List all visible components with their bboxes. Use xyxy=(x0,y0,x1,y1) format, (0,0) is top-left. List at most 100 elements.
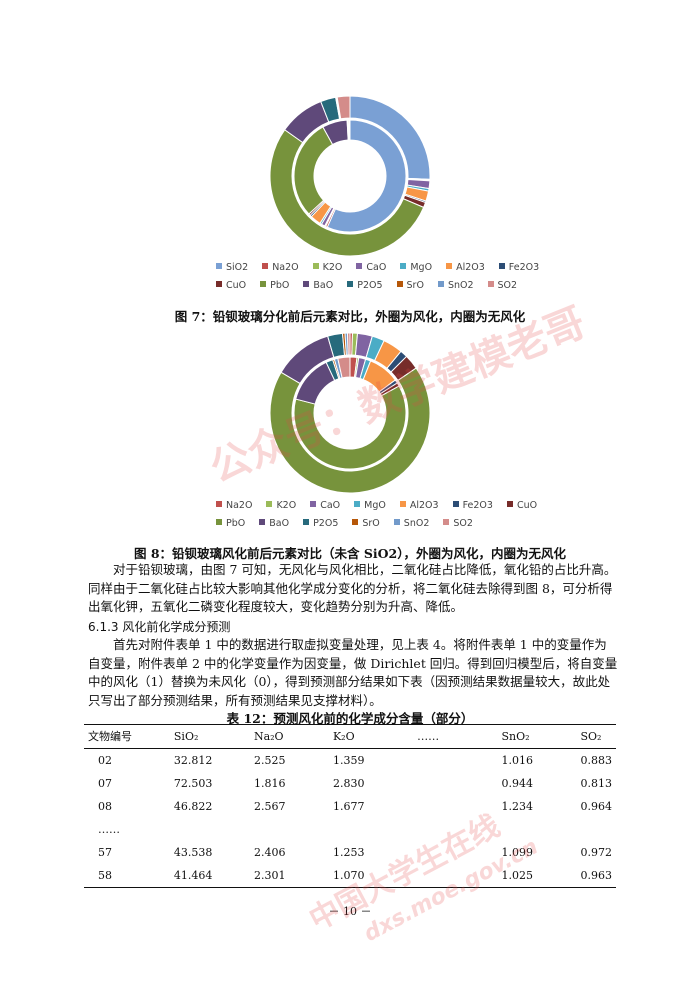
legend-item: SO2 xyxy=(443,518,473,529)
table-row: 07 72.503 1.816 2.830 0.944 0.813 xyxy=(84,772,616,795)
figure7-caption: 图 7：铅钡玻璃分化前后元素对比，外圈为风化，内圈为无风化 xyxy=(174,309,526,324)
legend-swatch xyxy=(260,281,267,287)
legend-label: MgO xyxy=(410,262,433,273)
table-cell: 43.538 xyxy=(173,846,213,859)
legend-item: PbO xyxy=(216,518,245,529)
table-cell xyxy=(170,818,250,841)
legend-swatch xyxy=(310,501,317,507)
figure7-doughnut-chart xyxy=(269,96,431,256)
table-cell xyxy=(413,772,497,795)
col-header: …… xyxy=(413,724,498,749)
legend-label: Fe2O3 xyxy=(462,500,493,511)
table-cell: 0.964 xyxy=(580,800,613,813)
legend-swatch xyxy=(259,519,266,525)
table-cell: 1.234 xyxy=(501,800,533,813)
table-cell: 1.253 xyxy=(332,846,365,859)
table-cell: 0.883 xyxy=(580,754,613,767)
figure8-doughnut-chart xyxy=(269,333,431,493)
table-row: …… xyxy=(84,818,616,841)
legend-swatch xyxy=(498,263,505,269)
table-cell xyxy=(413,841,497,864)
legend-label: Na2O xyxy=(226,500,253,511)
legend-item: PbO xyxy=(260,280,289,291)
legend-swatch xyxy=(216,281,222,287)
table-cell: 58 xyxy=(84,864,170,888)
table-cell xyxy=(329,818,413,841)
table-cell: 41.464 xyxy=(169,864,250,888)
legend-swatch xyxy=(312,263,319,269)
legend-label: Fe2O3 xyxy=(508,262,540,273)
table-title: 表 12：预测风化前的化学成分含量（部分） xyxy=(226,711,474,726)
legend-item: BaO xyxy=(259,518,289,529)
doughnut-slice-pbo-outer xyxy=(269,129,425,256)
table-cell: 32.812 xyxy=(173,754,213,767)
table-row: 57 43.538 2.406 1.253 1.099 0.972 xyxy=(84,841,616,864)
table-cell: 2.406 xyxy=(253,846,286,859)
legend-item: CuO xyxy=(216,280,246,291)
analysis-paragraph: 对于铅钡玻璃，由图 7 可知，无风化与风化相比，二氧化硅占比降低，氧化铅的占比升… xyxy=(88,562,617,614)
legend-swatch xyxy=(352,519,359,525)
col-header: Na₂O xyxy=(249,724,329,749)
legend-item: SrO xyxy=(352,518,380,529)
legend-label: PbO xyxy=(226,518,246,529)
legend-label: SO2 xyxy=(453,518,473,529)
doughnut-slice-so2-inner xyxy=(337,356,351,379)
legend-item: Al2O3 xyxy=(446,262,485,273)
legend-swatch xyxy=(354,501,361,507)
legend-swatch xyxy=(446,263,453,269)
table-cell: 08 xyxy=(98,800,112,813)
figure8-caption: 图 8：铅钡玻璃风化前后元素对比（未含 SiO2），外圈为风化，内圈为无风化 xyxy=(133,546,566,561)
doughnut-slice-pbo-inner xyxy=(293,385,407,470)
doughnut-slice-so2-outer xyxy=(336,96,351,120)
legend-swatch xyxy=(487,281,494,287)
table-row: 02 32.812 2.525 1.359 1.016 0.883 xyxy=(84,749,616,773)
table-cell xyxy=(577,818,617,841)
section-heading: 6.1.3 风化前化学成分预测 xyxy=(88,620,231,634)
table-row: 08 46.822 2.567 1.677 1.234 0.964 xyxy=(84,795,616,818)
table-header-row: 文物编号 SiO₂ Na₂O K₂O …… SnO₂ SO₂ xyxy=(84,724,616,749)
doughnut-slice-sio2-inner xyxy=(326,119,407,233)
legend-swatch xyxy=(452,501,459,507)
table-cell xyxy=(413,795,497,818)
legend-label: K2O xyxy=(322,262,343,273)
table-cell: 1.677 xyxy=(332,800,365,813)
doughnut-slice-pbo-outer xyxy=(269,367,431,493)
legend-label: Na2O xyxy=(272,262,299,273)
legend-item: CaO xyxy=(310,500,340,511)
legend-swatch xyxy=(506,501,513,507)
legend-swatch xyxy=(266,501,273,507)
legend-swatch xyxy=(262,263,269,269)
legend-label: CuO xyxy=(226,280,247,291)
legend-swatch xyxy=(216,519,222,525)
legend-label: P2O5 xyxy=(357,280,383,291)
table-cell: 1.099 xyxy=(501,846,533,859)
doughnut-slice-so2-outer xyxy=(346,333,351,356)
legend-label: SnO2 xyxy=(403,518,430,529)
legend-item: Al2O3 xyxy=(399,500,439,511)
legend-swatch xyxy=(393,519,400,525)
legend-item: SO2 xyxy=(487,280,517,291)
col-header: 文物编号 xyxy=(84,724,170,749)
legend-label: PbO xyxy=(270,280,290,291)
legend-label: CaO xyxy=(366,262,387,273)
legend-swatch xyxy=(216,263,222,269)
legend-item: CuO xyxy=(506,500,538,511)
table-cell: 0.813 xyxy=(580,777,613,790)
legend-item: SrO xyxy=(396,280,424,291)
legend-item: SnO2 xyxy=(393,518,430,529)
page-number: － 10 － xyxy=(328,905,372,918)
table-row: 58 41.464 2.301 1.070 1.025 0.963 xyxy=(84,864,616,888)
col-header: K₂O xyxy=(328,724,414,749)
legend-label: CaO xyxy=(320,500,341,511)
legend-label: CuO xyxy=(516,500,538,511)
legend-label: SiO2 xyxy=(226,262,249,273)
col-header: SnO₂ xyxy=(497,724,577,749)
table-cell xyxy=(413,818,497,841)
legend-swatch xyxy=(400,263,407,269)
table-cell: 07 xyxy=(98,777,112,790)
prediction-table: 文物编号 SiO₂ Na₂O K₂O …… SnO₂ SO₂ 02 32.812… xyxy=(84,724,616,888)
table-cell: 46.822 xyxy=(173,800,213,813)
table-cell: 1.016 xyxy=(501,754,533,767)
legend-item: SnO2 xyxy=(437,280,474,291)
legend-item: Na2O xyxy=(216,500,252,511)
